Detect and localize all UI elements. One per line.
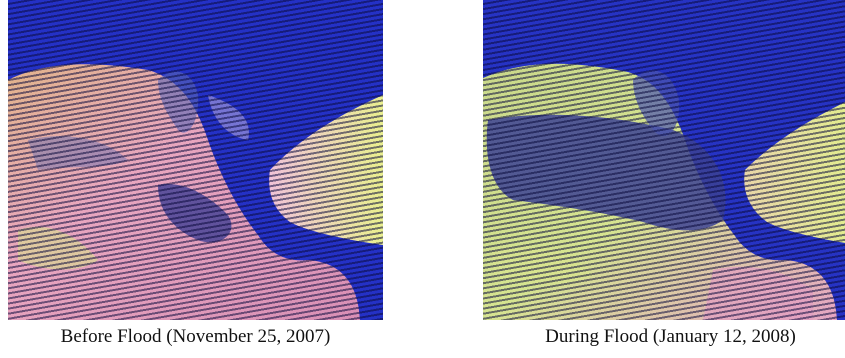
before-flood-caption: Before Flood (November 25, 2007) — [60, 326, 331, 347]
before-flood-panel: Before Flood (November 25, 2007) — [8, 0, 383, 347]
during-flood-satellite-image — [483, 0, 845, 320]
scanline-overlay — [8, 0, 383, 320]
before-flood-satellite-image — [8, 0, 383, 320]
during-flood-caption: During Flood (January 12, 2008) — [545, 326, 796, 347]
during-flood-panel: During Flood (January 12, 2008) — [483, 0, 845, 347]
scanline-overlay — [483, 0, 845, 320]
